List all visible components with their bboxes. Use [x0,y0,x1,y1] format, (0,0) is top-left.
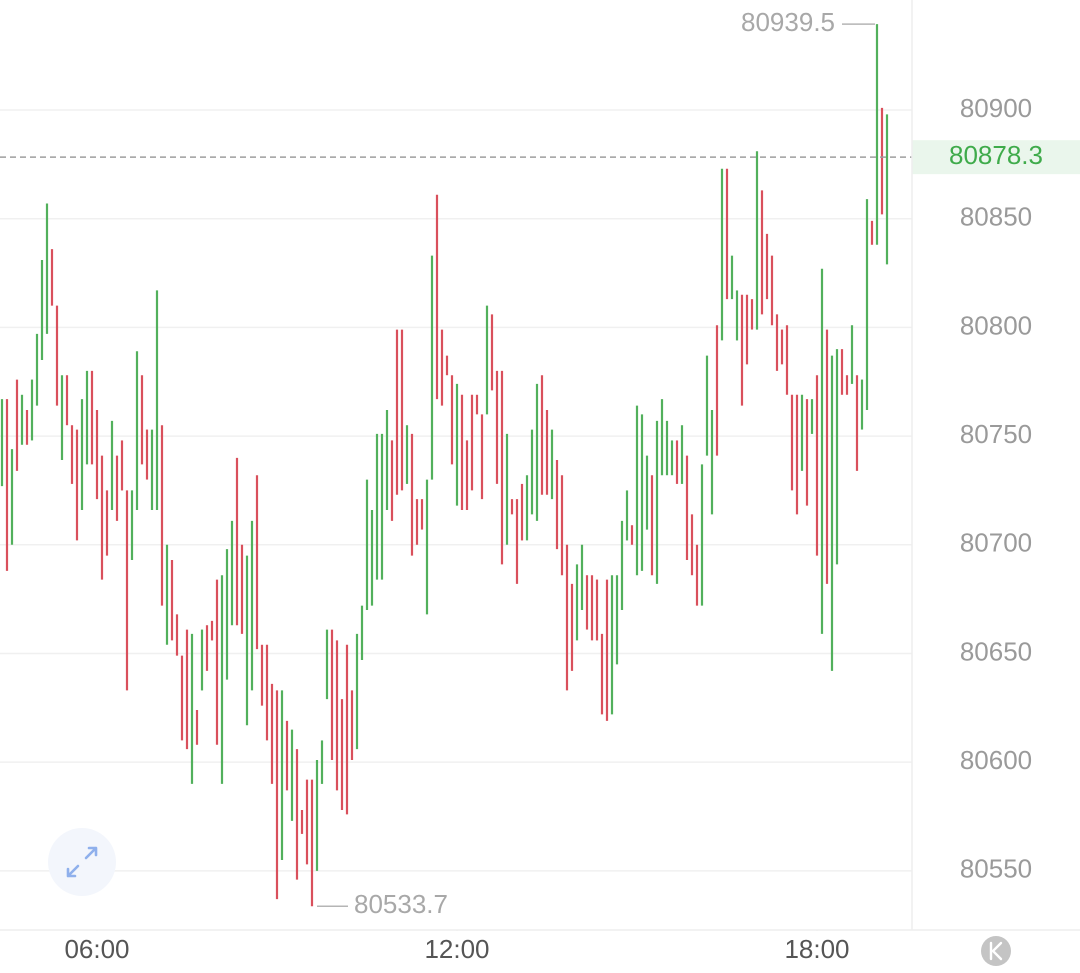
grid-layer [0,109,912,931]
high-marker-label: 80939.5 [741,7,835,37]
y-tick-label: 80550 [960,854,1032,884]
bars-layer [0,24,889,907]
x-tick-label: 18:00 [784,934,849,964]
last-price-label: 80878.3 [949,140,1043,170]
last-price-bg [912,140,1080,175]
y-tick-label: 80700 [960,528,1032,558]
expand-icon[interactable] [66,846,98,878]
expand-button[interactable] [48,828,116,896]
y-tick-label: 80900 [960,93,1032,123]
overlay-layer: 80550 80600 80650 80700 80750 80800 80850 80900… [0,7,1080,964]
chart-switch-button[interactable] [981,936,1011,966]
y-tick-label: 80850 [960,202,1032,232]
expand-button-bg[interactable] [48,828,116,896]
y-tick-label: 80600 [960,745,1032,775]
x-tick-label: 06:00 [64,934,129,964]
chart-switch-bg[interactable] [981,936,1011,966]
chart-switch-icon[interactable] [989,941,1003,961]
y-tick-label: 80800 [960,310,1032,340]
y-tick-label: 80750 [960,419,1032,449]
x-tick-label: 12:00 [424,934,489,964]
low-marker-label: 80533.7 [354,889,448,919]
y-tick-label: 80650 [960,636,1032,666]
